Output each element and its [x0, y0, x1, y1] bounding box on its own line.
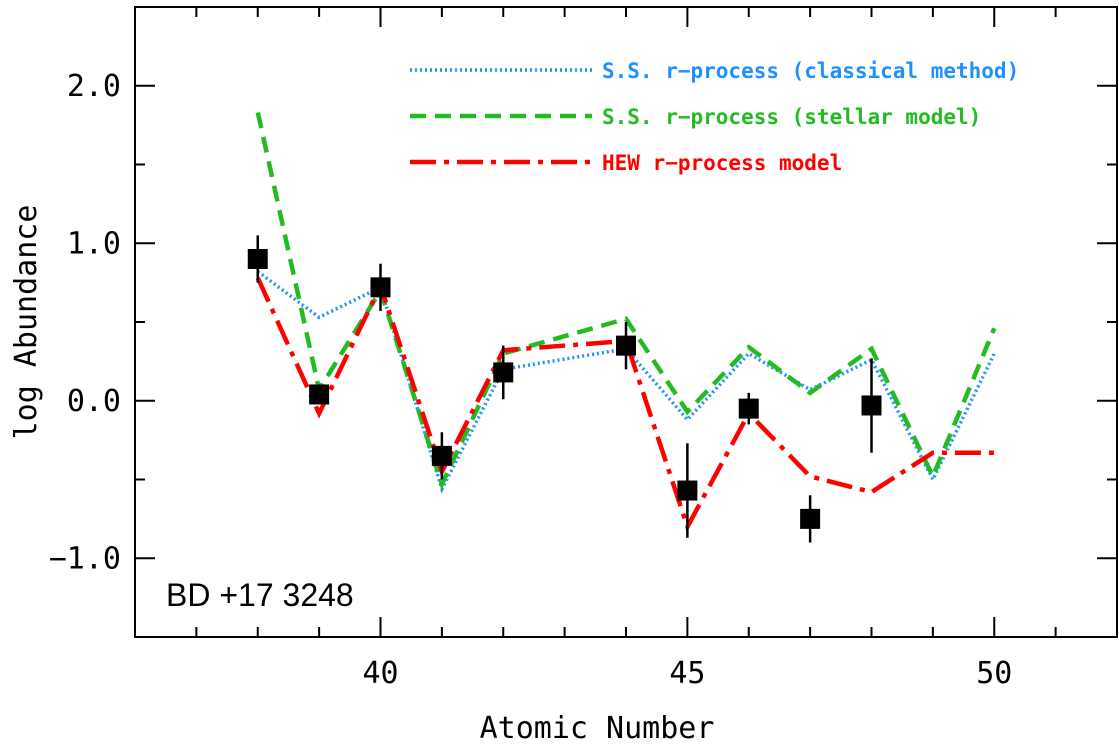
data-point [493, 362, 514, 383]
series-line-3 [255, 276, 995, 533]
data-point [616, 335, 636, 356]
legend-label-1: S.S. r−process (classical method) [602, 59, 1019, 83]
series-line-1 [256, 270, 996, 494]
legend: S.S. r−process (classical method) S.S. r−… [410, 59, 1019, 175]
y-tick-label: −1.0 [49, 541, 121, 576]
data-point [431, 445, 452, 466]
data-point [309, 384, 330, 405]
data-point [247, 249, 268, 269]
y-tick-label: 2.0 [67, 69, 121, 104]
data-point [738, 398, 759, 419]
data-point [370, 277, 391, 298]
x-tick-label: 45 [669, 656, 705, 691]
x-tick-label: 40 [362, 656, 398, 691]
series-line-2 [255, 112, 997, 491]
y-axis-ticks: −1.0 0.0 1.0 2.0 [49, 6, 1117, 638]
data-point [677, 480, 698, 501]
data-point [800, 508, 821, 529]
observed-points [247, 235, 882, 543]
series-lines [255, 112, 997, 533]
x-axis-label: Atomic Number [480, 711, 715, 746]
star-name-annotation: BD +17 3248 [166, 577, 354, 613]
x-tick-label: 50 [976, 656, 1012, 691]
x-axis-ticks: 40 45 50 [134, 7, 1118, 691]
data-point [861, 395, 882, 416]
y-tick-label: 0.0 [67, 384, 121, 419]
y-tick-label: 1.0 [67, 226, 121, 261]
legend-label-2: S.S. r−process (stellar model) [602, 105, 981, 129]
legend-label-3: HEW r−process model [602, 151, 842, 175]
y-axis-label: log Abundance [9, 205, 44, 440]
